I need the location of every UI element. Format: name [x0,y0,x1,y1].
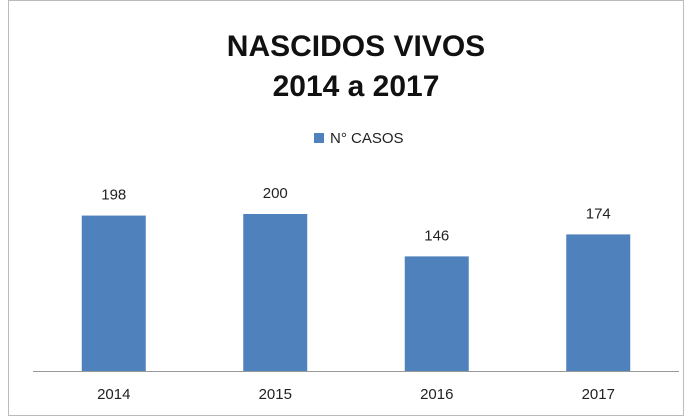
legend-label: N° CASOS [330,130,404,147]
x-tick-label: 2016 [420,386,453,403]
chart-title: NASCIDOS VIVOS [227,30,485,63]
bar [566,234,631,371]
bar [243,214,308,371]
data-label: 146 [424,227,449,244]
data-label: 198 [101,187,126,204]
x-tick-label: 2015 [259,386,292,403]
x-tick-label: 2014 [97,386,130,403]
data-label: 174 [586,205,611,222]
chart-subtitle: 2014 a 2017 [273,70,440,103]
data-label: 200 [263,185,288,202]
bar [404,256,469,371]
legend-swatch [314,133,324,143]
bar [81,215,146,371]
x-tick-label: 2017 [582,386,615,403]
